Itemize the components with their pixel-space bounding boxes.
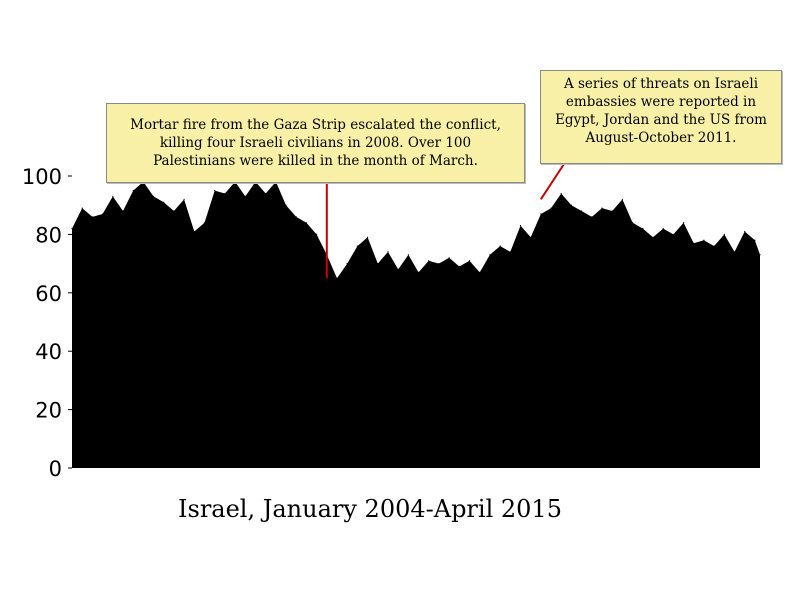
data-point <box>754 239 756 241</box>
data-point <box>173 210 175 212</box>
data-point <box>244 195 246 197</box>
data-point <box>203 222 206 224</box>
data-point <box>550 207 552 209</box>
data-point <box>458 265 460 268</box>
data-point <box>759 254 761 256</box>
callout-line <box>540 163 565 200</box>
data-point <box>91 216 93 218</box>
data-point <box>387 251 389 253</box>
y-tick-label: 80 <box>35 223 62 247</box>
annotation-line: embassies were reported in <box>565 94 757 110</box>
y-tick-label: 40 <box>35 340 62 364</box>
data-point <box>468 260 471 262</box>
data-point <box>112 195 114 197</box>
data-point <box>193 230 195 233</box>
data-point <box>611 210 613 212</box>
data-point <box>428 260 430 262</box>
data-point <box>632 222 634 224</box>
y-tick-label: 0 <box>49 457 62 481</box>
annotation-line: Egypt, Jordan and the US from <box>555 112 767 128</box>
data-point <box>305 222 307 224</box>
data-point <box>744 230 746 233</box>
data-point <box>672 233 675 235</box>
y-tick-label: 100 <box>22 165 62 189</box>
data-point <box>642 228 644 230</box>
data-point <box>438 263 440 265</box>
data-point <box>683 222 685 224</box>
data-point <box>407 254 409 256</box>
data-point <box>265 192 267 195</box>
data-point <box>723 233 725 235</box>
data-point <box>122 210 124 212</box>
data-point <box>183 198 185 200</box>
data-point <box>509 251 511 253</box>
data-point <box>479 271 481 273</box>
data-point <box>530 236 532 238</box>
y-tick-label: 60 <box>35 282 62 306</box>
annotation-line: Mortar fire from the Gaza Strip escalate… <box>130 117 501 133</box>
annotation-line: August-October 2011. <box>585 130 737 146</box>
data-point <box>733 251 736 253</box>
annotation-line: A series of threats on Israeli <box>563 76 759 92</box>
data-point <box>377 263 379 265</box>
annotation-embassy-threats: A series of threats on Israeli embassies… <box>540 70 782 164</box>
data-point <box>621 198 624 200</box>
data-point <box>662 228 664 230</box>
data-point <box>519 225 522 227</box>
data-point <box>132 190 134 192</box>
data-point <box>693 242 695 244</box>
data-point <box>652 236 654 238</box>
area-series <box>72 181 760 469</box>
data-point <box>295 216 297 218</box>
data-point <box>417 271 420 273</box>
data-point <box>713 245 715 247</box>
data-point <box>489 254 491 256</box>
data-point <box>214 190 216 192</box>
data-point <box>316 233 318 235</box>
data-point <box>570 204 573 206</box>
data-point <box>152 195 155 197</box>
data-point <box>81 207 83 209</box>
data-point <box>499 245 501 247</box>
data-point <box>601 207 603 209</box>
x-axis-label: Israel, January 2004-April 2015 <box>178 495 562 523</box>
data-point <box>560 192 562 195</box>
data-point <box>71 228 73 230</box>
y-tick-label: 20 <box>35 399 62 423</box>
data-point <box>224 192 226 195</box>
annotation-line: killing four Israeli civilians in 2008. … <box>159 135 472 151</box>
data-point <box>285 204 287 206</box>
data-point <box>367 236 369 238</box>
data-point <box>540 213 542 215</box>
data-point <box>102 213 104 215</box>
plot-area <box>71 181 761 469</box>
data-point <box>356 245 358 247</box>
data-point <box>397 268 399 270</box>
data-point <box>163 201 165 203</box>
y-axis: 0 20 40 60 80 100 <box>22 165 72 481</box>
data-point <box>581 210 583 212</box>
data-point <box>703 239 705 241</box>
data-point <box>591 216 593 218</box>
data-point <box>346 263 348 265</box>
annotation-mortar-fire: Mortar fire from the Gaza Strip escalate… <box>106 103 525 183</box>
data-point <box>336 277 338 279</box>
data-point <box>448 257 450 259</box>
annotation-line: Palestinians were killed in the month of… <box>153 153 478 169</box>
callout-lines <box>325 163 565 279</box>
